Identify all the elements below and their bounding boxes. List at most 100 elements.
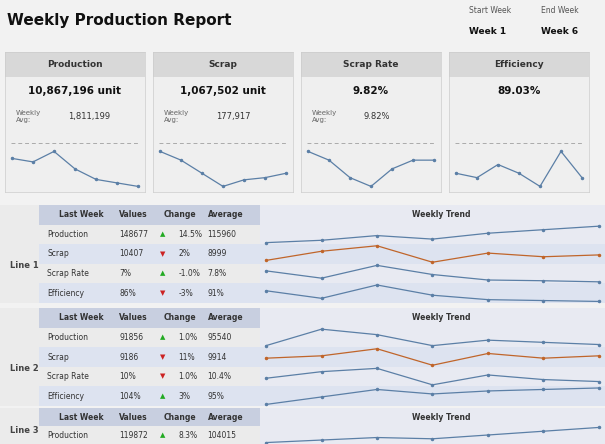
Text: Week 1: Week 1 — [469, 27, 506, 36]
Text: 89.03%: 89.03% — [497, 86, 541, 96]
Text: 1.0%: 1.0% — [178, 372, 198, 381]
Bar — [5, 52, 145, 77]
Text: End Week: End Week — [541, 6, 579, 15]
Text: 95540: 95540 — [208, 333, 232, 342]
Bar — [39, 308, 605, 328]
Bar — [449, 52, 589, 77]
Text: Efficiency: Efficiency — [47, 289, 84, 297]
Text: Values: Values — [119, 210, 148, 219]
Text: 104%: 104% — [119, 392, 141, 400]
Text: 91856: 91856 — [119, 333, 143, 342]
Text: -1.0%: -1.0% — [178, 269, 200, 278]
Text: -3%: -3% — [178, 289, 193, 297]
Bar — [260, 308, 605, 406]
Text: ▼: ▼ — [160, 373, 166, 380]
Text: ▼: ▼ — [160, 290, 166, 296]
Text: Change: Change — [163, 412, 196, 421]
Bar — [260, 244, 605, 264]
Text: Scrap Rate: Scrap Rate — [47, 372, 89, 381]
Text: 9.82%: 9.82% — [364, 112, 390, 121]
Bar — [260, 283, 605, 303]
Text: ▲: ▲ — [160, 432, 166, 438]
Text: ▲: ▲ — [160, 270, 166, 277]
Bar — [39, 244, 605, 264]
Text: Line 2: Line 2 — [10, 364, 39, 373]
Text: 2%: 2% — [178, 250, 191, 258]
Text: 1,811,199: 1,811,199 — [68, 112, 110, 121]
Text: Last Week: Last Week — [59, 412, 103, 421]
Text: Scrap: Scrap — [209, 60, 237, 69]
Text: 10407: 10407 — [119, 250, 143, 258]
Text: ▲: ▲ — [160, 231, 166, 238]
Text: Line 1: Line 1 — [10, 261, 39, 270]
Bar — [39, 347, 605, 367]
Text: ▲: ▲ — [160, 393, 166, 399]
Text: 7.8%: 7.8% — [208, 269, 227, 278]
Text: 115960: 115960 — [208, 230, 237, 239]
Text: 95%: 95% — [208, 392, 224, 400]
Text: Line 3: Line 3 — [10, 426, 39, 435]
Text: Scrap: Scrap — [47, 250, 69, 258]
Text: Production: Production — [47, 230, 88, 239]
Text: Production: Production — [47, 60, 103, 69]
Text: 1,067,502 unit: 1,067,502 unit — [180, 86, 266, 96]
Text: Scrap Rate: Scrap Rate — [47, 269, 89, 278]
Text: Average: Average — [208, 412, 243, 421]
Text: Weekly
Avg:: Weekly Avg: — [312, 110, 338, 123]
Text: 8999: 8999 — [208, 250, 227, 258]
Text: 119872: 119872 — [119, 431, 148, 440]
Bar — [39, 283, 605, 303]
Text: 177,917: 177,917 — [216, 112, 250, 121]
Text: 86%: 86% — [119, 289, 136, 297]
Bar — [301, 52, 441, 77]
Text: 14.5%: 14.5% — [178, 230, 203, 239]
Text: ▲: ▲ — [160, 334, 166, 341]
Text: ▼: ▼ — [160, 354, 166, 360]
Text: Weekly Trend: Weekly Trend — [413, 210, 471, 219]
Text: 148677: 148677 — [119, 230, 148, 239]
Text: Production: Production — [47, 431, 88, 440]
Text: Week 6: Week 6 — [541, 27, 578, 36]
Text: Efficiency: Efficiency — [494, 60, 544, 69]
Text: ▼: ▼ — [160, 251, 166, 257]
Text: 9914: 9914 — [208, 353, 227, 361]
Text: Scrap: Scrap — [47, 353, 69, 361]
Text: Change: Change — [163, 313, 196, 322]
Text: 9186: 9186 — [119, 353, 139, 361]
Bar — [39, 205, 605, 225]
Text: 3%: 3% — [178, 392, 191, 400]
Text: 8.3%: 8.3% — [178, 431, 198, 440]
Text: 10.4%: 10.4% — [208, 372, 232, 381]
Text: Last Week: Last Week — [59, 313, 103, 322]
Text: 10,867,196 unit: 10,867,196 unit — [28, 86, 122, 96]
Text: 7%: 7% — [119, 269, 131, 278]
Text: Change: Change — [163, 210, 196, 219]
Text: Last Week: Last Week — [59, 210, 103, 219]
Text: Weekly
Avg:: Weekly Avg: — [16, 110, 42, 123]
Bar — [39, 386, 605, 406]
Text: Start Week: Start Week — [469, 6, 511, 15]
Bar — [39, 408, 605, 426]
Bar — [260, 205, 605, 303]
Text: Production: Production — [47, 333, 88, 342]
Text: Average: Average — [208, 210, 243, 219]
Bar — [153, 52, 293, 77]
Bar — [260, 386, 605, 406]
Text: Average: Average — [208, 313, 243, 322]
Text: 1.0%: 1.0% — [178, 333, 198, 342]
Text: 91%: 91% — [208, 289, 224, 297]
Text: Weekly Trend: Weekly Trend — [413, 313, 471, 322]
Text: Weekly Production Report: Weekly Production Report — [7, 13, 232, 28]
Text: 11%: 11% — [178, 353, 195, 361]
Bar — [260, 408, 605, 444]
Text: Values: Values — [119, 412, 148, 421]
Text: Efficiency: Efficiency — [47, 392, 84, 400]
Text: Weekly Trend: Weekly Trend — [413, 412, 471, 421]
Text: Scrap Rate: Scrap Rate — [343, 60, 399, 69]
Text: 104015: 104015 — [208, 431, 237, 440]
Text: 9.82%: 9.82% — [353, 86, 389, 96]
Bar — [260, 347, 605, 367]
Text: 10%: 10% — [119, 372, 136, 381]
Text: Values: Values — [119, 313, 148, 322]
Text: Weekly
Avg:: Weekly Avg: — [164, 110, 189, 123]
